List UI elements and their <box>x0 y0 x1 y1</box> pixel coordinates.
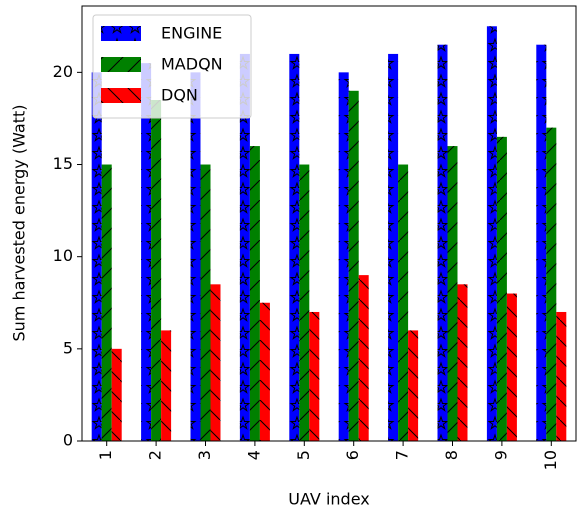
bar-hatch <box>289 53 300 441</box>
y-tick-label: 0 <box>63 431 73 450</box>
bar-hatch <box>141 63 152 441</box>
bar-hatch <box>190 72 201 442</box>
bar-hatch <box>556 311 567 441</box>
bar-hatch <box>299 164 310 441</box>
bar-hatch <box>348 90 359 441</box>
legend-swatch-hatch <box>101 88 141 103</box>
legend-swatch-hatch <box>101 57 141 72</box>
x-tick-label: 5 <box>294 450 313 460</box>
y-tick-label: 10 <box>53 246 73 265</box>
bar-hatch <box>536 44 547 441</box>
bar-hatch <box>200 164 211 441</box>
bar-hatch <box>457 284 468 441</box>
bar-hatch <box>161 330 172 441</box>
y-tick-label: 20 <box>53 62 73 81</box>
x-axis-label: UAV index <box>288 490 369 509</box>
x-tick-label: 3 <box>195 450 214 460</box>
x-tick-label: 2 <box>146 450 165 460</box>
bar-hatch <box>358 275 369 441</box>
bar-hatch <box>496 136 507 441</box>
legend-label: ENGINE <box>161 24 222 43</box>
bar-hatch <box>151 100 162 441</box>
y-tick-label: 5 <box>63 338 73 357</box>
bar-hatch <box>210 284 221 441</box>
x-tick-label: 7 <box>393 450 412 460</box>
legend-label: DQN <box>161 86 198 105</box>
bar-hatch <box>338 72 349 442</box>
bar-hatch <box>486 26 497 442</box>
x-tick-label: 8 <box>442 450 461 460</box>
x-tick-label: 10 <box>541 450 560 470</box>
bar-hatch <box>239 53 250 441</box>
bar-hatch <box>398 164 409 441</box>
bar-hatch <box>408 330 419 441</box>
bar-hatch <box>546 127 557 442</box>
bar-hatch <box>91 72 102 442</box>
y-axis-label: Sum harvested energy (Watt) <box>10 105 29 342</box>
bar-hatch <box>249 146 260 441</box>
bar-hatch <box>437 44 448 441</box>
y-tick-label: 15 <box>53 154 73 173</box>
bar-hatch <box>111 348 122 441</box>
bar-hatch <box>447 146 458 441</box>
axes-frame <box>81 5 577 442</box>
bar-hatch <box>388 53 399 441</box>
bar-hatch <box>506 293 517 441</box>
legend: ENGINE MADQN DQN <box>92 14 252 119</box>
bar-hatch <box>259 302 270 441</box>
x-tick-label: 4 <box>244 450 263 460</box>
legend-swatch-hatch <box>101 26 141 41</box>
plot-area <box>91 26 567 442</box>
x-tick-label: 9 <box>491 450 510 460</box>
bar-hatch <box>101 164 112 441</box>
x-tick-label: 6 <box>343 450 362 460</box>
legend-label: MADQN <box>161 55 223 74</box>
bar-hatch <box>309 311 320 441</box>
x-tick-label: 1 <box>96 450 115 460</box>
